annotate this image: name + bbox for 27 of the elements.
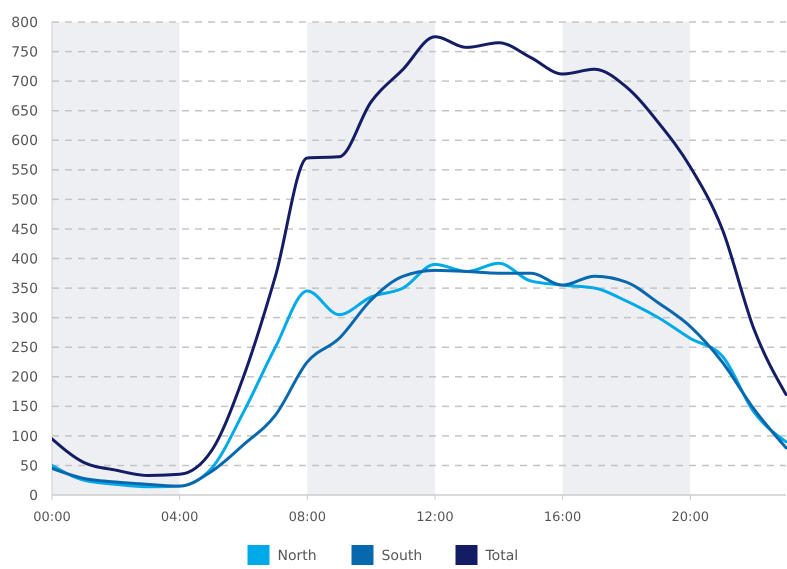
y-tick-label: 400 (11, 251, 38, 268)
y-tick-label: 150 (11, 399, 38, 416)
x-tick-label: 00:00 (33, 510, 71, 525)
y-tick-label: 300 (11, 310, 38, 327)
x-tick-label: 16:00 (544, 510, 582, 525)
y-tick-label: 200 (11, 370, 38, 386)
x-tick-label: 04:00 (160, 510, 198, 525)
legend-label: Total (484, 548, 518, 564)
y-tick-label: 600 (11, 133, 38, 150)
y-tick-label: 750 (11, 44, 38, 60)
y-tick-label: 100 (11, 428, 38, 445)
x-tick-label: 08:00 (288, 510, 326, 525)
x-tick-label: 12:00 (416, 510, 454, 525)
y-tick-label: 350 (11, 280, 38, 297)
y-tick-label: 500 (11, 192, 38, 208)
y-tick-label: 0 (29, 488, 38, 504)
y-tick-label: 250 (11, 340, 38, 356)
y-tick-label: 550 (11, 162, 38, 179)
legend-label: South (382, 548, 422, 564)
legend-label: North (278, 548, 317, 564)
line-series (52, 35, 787, 477)
y-tick-label: 50 (20, 458, 38, 474)
y-tick-label: 800 (11, 14, 38, 31)
y-tick-label: 700 (11, 74, 38, 90)
x-tick-label: 20:00 (672, 510, 709, 525)
y-tick-label: 450 (11, 222, 38, 238)
y-tick-label: 650 (11, 104, 38, 120)
